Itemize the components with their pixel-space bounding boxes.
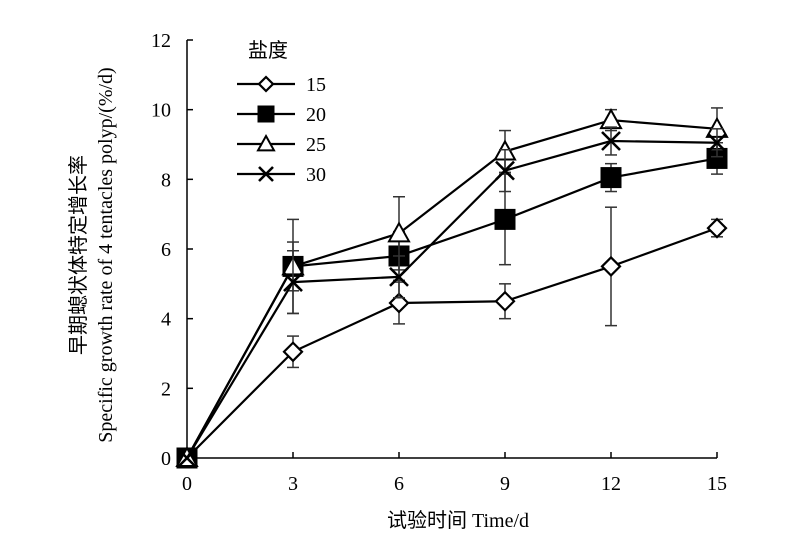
data-point-15 bbox=[706, 217, 728, 239]
data-point-20 bbox=[600, 167, 622, 189]
x-ticks: 0 3 6 9 12 15 bbox=[182, 452, 727, 495]
y-axis-title-line2: Specific growth rate of 4 tentacles poly… bbox=[95, 67, 117, 442]
series-line-30 bbox=[186, 139, 718, 459]
legend-entry-30: 30 bbox=[237, 164, 326, 186]
data-point-30 bbox=[389, 266, 409, 287]
legend: 盐度 15 20 25 30 bbox=[237, 39, 326, 186]
y-ticks: 0 2 4 6 8 10 12 bbox=[151, 30, 193, 470]
data-point-25 bbox=[599, 108, 623, 130]
x-tick-label: 0 bbox=[182, 473, 192, 495]
y-axis-title: 早期螅状体特定增长率 Specific growth rate of 4 ten… bbox=[67, 67, 117, 442]
legend-marker-15 bbox=[257, 75, 275, 93]
legend-title: 盐度 bbox=[248, 39, 288, 62]
series-line-25 bbox=[186, 119, 718, 459]
data-point-30 bbox=[707, 132, 727, 153]
legend-entry-25: 25 bbox=[237, 133, 326, 156]
axes bbox=[186, 40, 717, 459]
legend-label: 15 bbox=[306, 74, 326, 96]
x-tick-label: 15 bbox=[707, 473, 727, 495]
x-axis-title: 试验时间 Time/d bbox=[387, 509, 529, 532]
series-line-20 bbox=[186, 157, 718, 459]
y-tick-label: 2 bbox=[161, 378, 171, 400]
x-tick-label: 12 bbox=[601, 473, 621, 495]
legend-label: 30 bbox=[306, 164, 326, 186]
data-point-20 bbox=[494, 208, 516, 230]
data-point-25 bbox=[387, 221, 411, 243]
y-tick-label: 10 bbox=[151, 100, 171, 122]
data-point-15 bbox=[600, 255, 622, 277]
legend-label: 20 bbox=[306, 104, 326, 126]
series-25 bbox=[175, 107, 729, 467]
legend-entry-15: 15 bbox=[237, 74, 326, 96]
series-line-15 bbox=[186, 227, 718, 459]
legend-entry-20: 20 bbox=[237, 104, 326, 126]
data-point-30 bbox=[495, 160, 515, 181]
y-tick-label: 4 bbox=[161, 309, 171, 331]
legend-label: 25 bbox=[306, 134, 326, 156]
data-point-15 bbox=[282, 341, 304, 363]
data-point-30 bbox=[283, 272, 303, 293]
series-30 bbox=[177, 126, 727, 468]
x-tick-label: 9 bbox=[500, 473, 510, 495]
x-tick-label: 6 bbox=[394, 473, 404, 495]
y-tick-label: 0 bbox=[161, 448, 171, 470]
legend-marker-30 bbox=[258, 166, 274, 182]
y-tick-label: 12 bbox=[151, 30, 171, 52]
data-point-30 bbox=[177, 448, 197, 468]
legend-marker-25 bbox=[256, 133, 276, 152]
y-tick-label: 6 bbox=[161, 239, 171, 261]
series-layer bbox=[175, 107, 729, 469]
data-point-15 bbox=[494, 290, 516, 312]
x-tick-label: 3 bbox=[288, 473, 298, 495]
legend-marker-20 bbox=[257, 105, 275, 123]
y-tick-label: 8 bbox=[161, 169, 171, 191]
y-axis-title-line1: 早期螅状体特定增长率 bbox=[67, 155, 90, 355]
data-point-30 bbox=[601, 131, 621, 151]
